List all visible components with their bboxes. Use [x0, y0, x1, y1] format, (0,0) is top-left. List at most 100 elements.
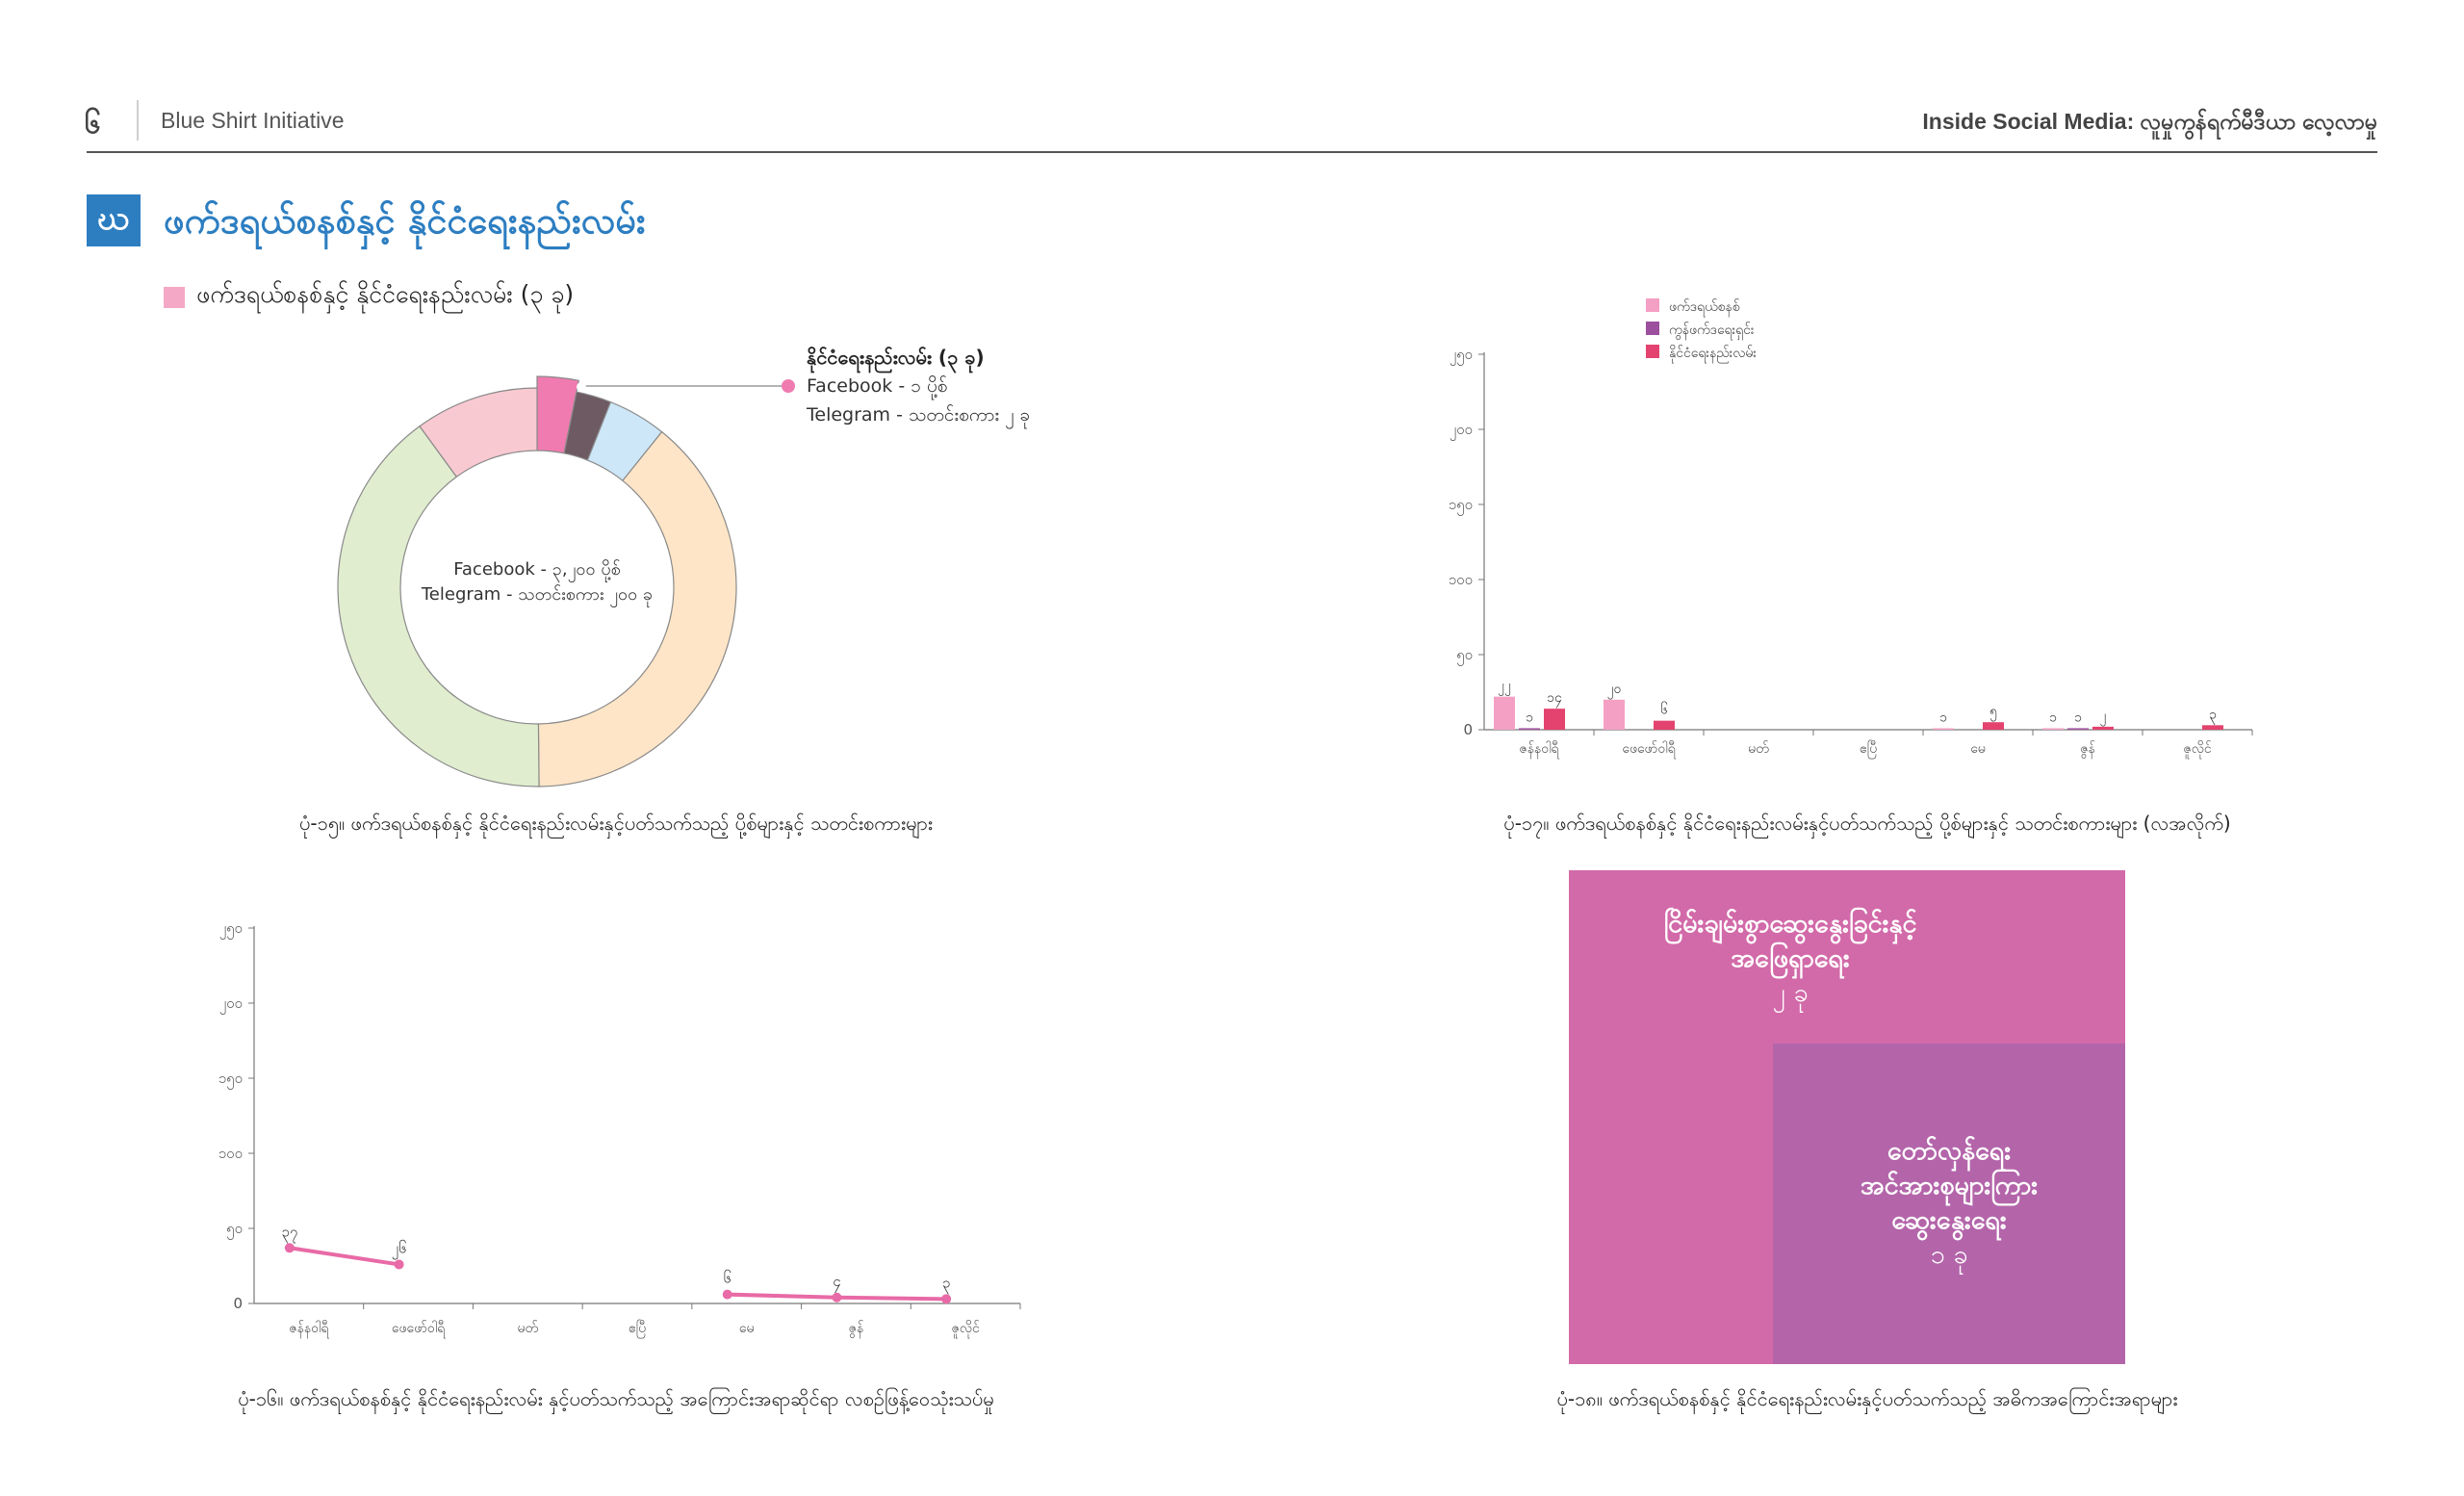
treemap-caption: ပုံ-၁၈။ ဖက်ဒရယ်စနစ်နှင့် နိုင်ငံရေးနည်းလ… — [1556, 1387, 2178, 1410]
line-x-tick-label: မတ် — [517, 1321, 538, 1336]
bar-data-label: ၆ — [1660, 703, 1668, 718]
treemap-block1-text: ငြိမ်းချမ်းစွာဆွေးနွေးခြင်းနှင့် အဖြေရှာ… — [1598, 907, 1983, 1011]
section-legend: ဖက်ဒရယ်စနစ်နှင့် နိုင်ငံရေးနည်းလမ်း (၃ ခ… — [164, 279, 574, 315]
bar-chart-caption: ပုံ-၁၇။ ဖက်ဒရယ်စနစ်နှင့် နိုင်ငံရေးနည်းလ… — [1503, 812, 2231, 835]
donut-center-line2: Telegram - သတင်းစကား ၂၀၀ ခု — [421, 584, 653, 607]
line-y-tick-label: ၅၀ — [226, 1220, 243, 1240]
bar-data-label: ၁ — [2049, 709, 2057, 725]
treemap-block2-line2: အင်အားစုများကြား — [1860, 1171, 2039, 1200]
monthly-bar-chart: ဖက်ဒရယ်စနစ်ကွန်ဖက်ဒရေးရှင်းနိုင်ငံရေးနည်… — [1449, 298, 2253, 759]
header-divider — [137, 100, 139, 141]
bar — [1604, 699, 1625, 730]
bar-x-tick-label: မေ — [1970, 741, 1986, 757]
line-y-tick-label: ၂၀၀ — [219, 994, 243, 1015]
section-letter-badge: ဃ — [87, 194, 141, 246]
bar-y-tick-label: ၂၅၀ — [1450, 346, 1473, 366]
bar — [1544, 709, 1565, 730]
callout-facebook: Facebook - ၁ ပို့စ် — [807, 374, 947, 400]
treemap-block1-count: ၂ ခု — [1772, 978, 1809, 1008]
line-point — [394, 1259, 404, 1270]
line-data-label: ၄ — [833, 1273, 840, 1293]
bar — [1933, 728, 1954, 730]
bar — [1983, 722, 2004, 730]
bar-legend-swatch — [1646, 298, 1659, 312]
line-data-label: ၃၇ — [281, 1223, 297, 1243]
callout-telegram: Telegram - သတင်းစကား ၂ ခု — [806, 403, 1030, 429]
line-x-tick-label: ဖေဖော်ဝါရီ — [392, 1321, 446, 1338]
bar-x-tick-label: ဇွန် — [2080, 741, 2095, 759]
line-point — [284, 1243, 295, 1253]
line-point — [941, 1294, 952, 1304]
donut-caption: ပုံ-၁၅။ ဖက်ဒရယ်စနစ်နှင့် နိုင်ငံရေးနည်းလ… — [298, 812, 934, 835]
bar — [2067, 728, 2089, 730]
bar-legend-swatch — [1646, 345, 1659, 358]
line-x-tick-label: မေ — [739, 1321, 755, 1336]
treemap-block1-line1: ငြိမ်းချမ်းစွာဆွေးနွေးခြင်းနှင့် — [1663, 909, 1917, 939]
bar-data-label: ၂၂ — [1498, 679, 1511, 696]
line-data-label: ၃ — [942, 1274, 950, 1294]
bar-x-tick-label: မတ် — [1748, 741, 1769, 757]
bar — [2202, 725, 2223, 730]
callout-title: နိုင်ငံရေးနည်းလမ်း (၃ ခု) — [807, 347, 985, 374]
bar-legend-label: နိုင်ငံရေးနည်းလမ်း — [1669, 346, 1757, 363]
page-number: ၆ — [85, 107, 101, 141]
bar-data-label: ၁၄ — [1547, 690, 1562, 708]
line-y-tick-label: ၁၅၀ — [218, 1070, 243, 1090]
bar-legend-swatch — [1646, 322, 1659, 335]
header-rule — [87, 151, 2377, 153]
bar-x-tick-label: ဇူလိုင် — [2183, 741, 2211, 759]
bar-data-label: ၁ — [2074, 709, 2082, 725]
line-x-tick-label: ဇန်နဝါရီ — [289, 1321, 329, 1338]
section-title: ဖက်ဒရယ်စနစ်နှင့် နိုင်ငံရေးနည်းလမ်း — [164, 199, 646, 242]
treemap-block2-count: ၁ ခု — [1930, 1240, 1968, 1270]
donut-slice — [419, 387, 538, 478]
line-y-tick-label: ၁၀၀ — [218, 1145, 243, 1162]
section-legend-label: ဖက်ဒရယ်စနစ်နှင့် နိုင်ငံရေးနည်းလမ်း (၃ ခ… — [196, 280, 575, 308]
bar-y-tick-label: ၅၀ — [1456, 646, 1473, 666]
bar — [2042, 728, 2064, 730]
bar-y-tick-label: 0 — [1463, 721, 1473, 738]
bar-data-label: ၁ — [1939, 709, 1947, 725]
line-y-tick-label: 0 — [233, 1295, 243, 1312]
line-x-tick-label: ဧပြီ — [629, 1321, 646, 1338]
donut-slice — [337, 425, 540, 787]
line-data-label: ၆ — [723, 1270, 731, 1287]
callout-anchor-dot — [577, 382, 586, 392]
bar-data-label: ၂ — [2100, 709, 2107, 726]
bar-data-label: ၃ — [2209, 707, 2217, 724]
bar-data-label: ၁ — [1526, 709, 1533, 725]
line-point — [722, 1289, 732, 1300]
bar-x-tick-label: ဇန်နဝါရီ — [1519, 741, 1559, 759]
treemap-block2-text: တော်လှန်ရေး အင်အားစုများကြား ဆွေးနွေးရေး… — [1773, 1134, 2125, 1273]
bar-y-tick-label: ၁၀၀ — [1449, 571, 1473, 588]
publication-title: Inside Social Media: လူမှုကွန်ရက်မီဒီယာ … — [1922, 109, 2377, 134]
treemap-block2-line3: ဆွေးနွေးရေး — [1891, 1205, 2007, 1235]
treemap-block1-line2: အဖြေရှာရေး — [1731, 943, 1850, 973]
line-series — [289, 1246, 399, 1267]
line-chart-caption: ပုံ-၁၆။ ဖက်ဒရယ်စနစ်နှင့် နိုင်ငံရေးနည်းလ… — [238, 1387, 994, 1410]
bar-legend-label: ဖက်ဒရယ်စနစ် — [1669, 299, 1740, 317]
bar — [1519, 728, 1540, 730]
bar-x-tick-label: ဖေဖော်ဝါရီ — [1622, 741, 1676, 759]
donut-center-line1: Facebook - ၃,၂၀၀ ပို့စ် — [453, 559, 621, 582]
legend-swatch — [164, 286, 185, 308]
line-x-tick-label: ဇူလိုင် — [952, 1321, 980, 1338]
bar-y-tick-label: ၂၀၀ — [1450, 421, 1473, 441]
donut-chart: Facebook - ၃,၂၀၀ ပို့စ် Telegram - သတင်း… — [337, 347, 1030, 787]
treemap-block2-line1: တော်လှန်ရေး — [1886, 1136, 2012, 1166]
bar-x-tick-label: ဧပြီ — [1860, 741, 1877, 759]
bar-data-label: ၂၀ — [1607, 682, 1622, 699]
line-data-label: ၂၆ — [392, 1239, 407, 1259]
bar-data-label: ၅ — [1989, 704, 1997, 721]
bar — [1654, 720, 1675, 730]
line-x-tick-label: ဇွန် — [849, 1321, 864, 1338]
bar-legend-label: ကွန်ဖက်ဒရေးရှင်း — [1669, 322, 1755, 340]
treemap-block-revolutionary-dialogue — [1773, 1044, 2125, 1364]
organization-name: Blue Shirt Initiative — [161, 108, 345, 133]
bar — [1494, 696, 1515, 730]
bar-y-tick-label: ၁၅၀ — [1449, 496, 1473, 516]
bar — [2092, 726, 2114, 730]
callout-dot — [782, 379, 795, 393]
line-point — [832, 1292, 842, 1303]
